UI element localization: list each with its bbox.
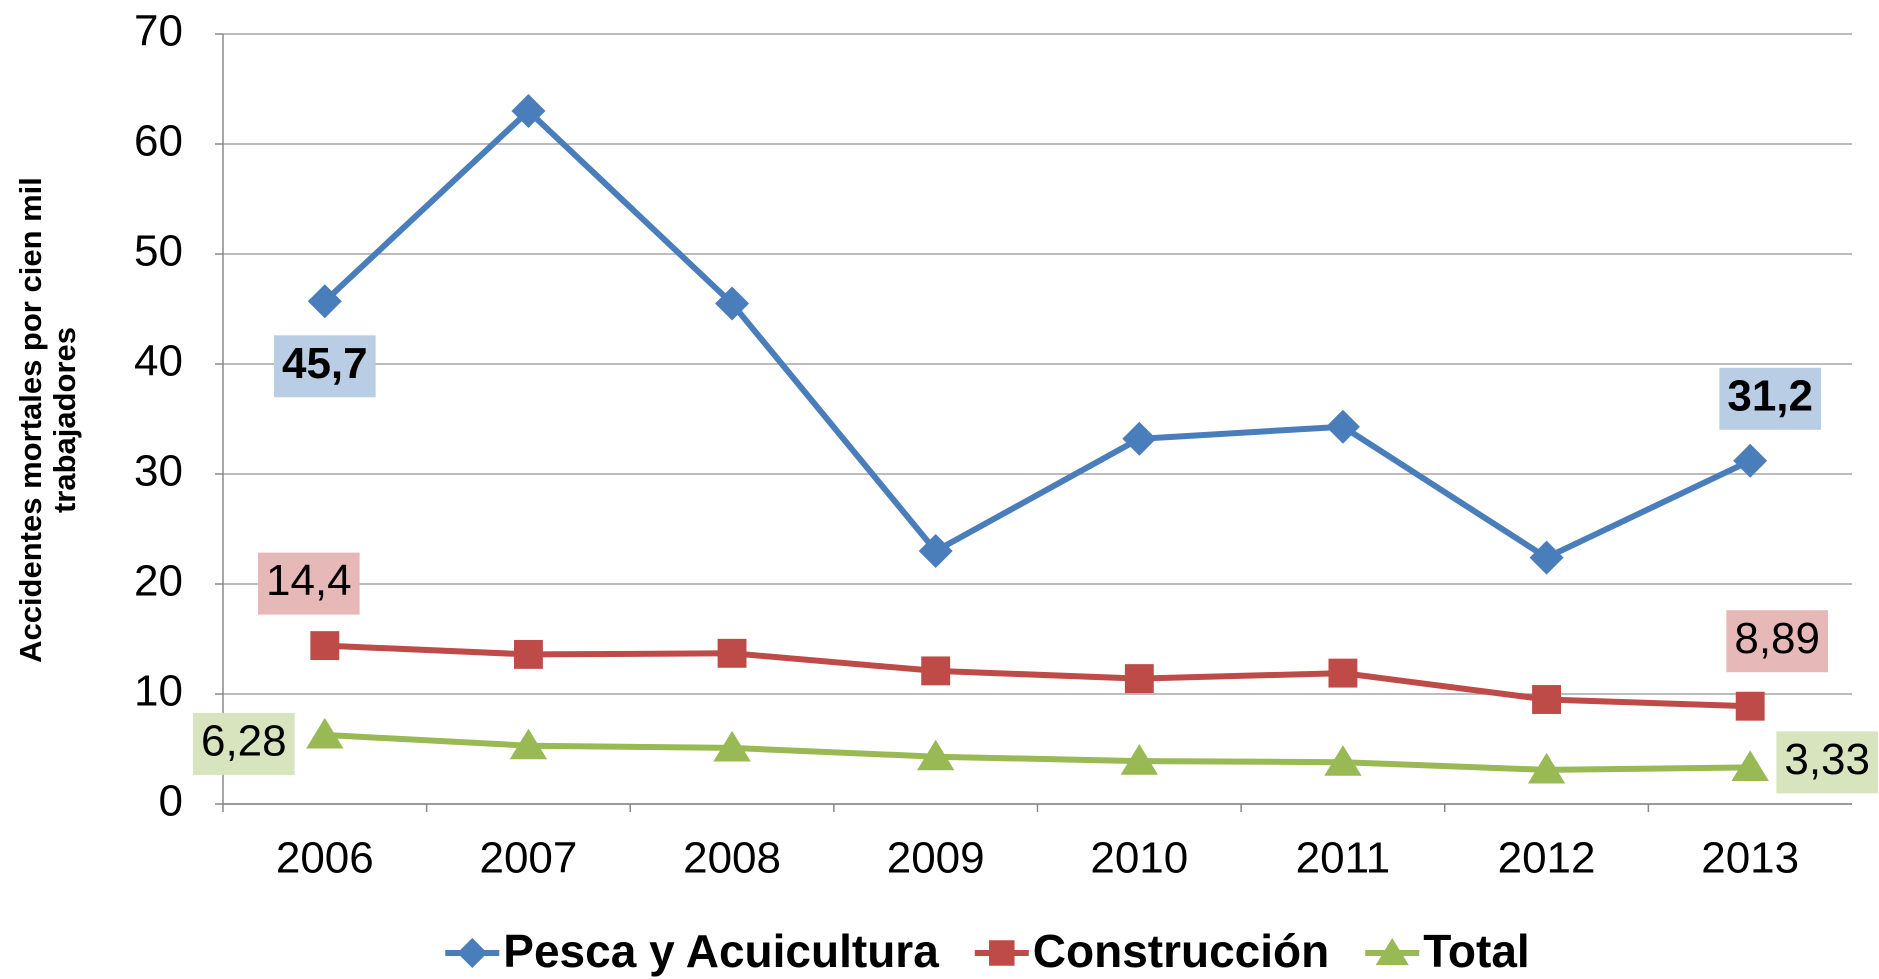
data-label: 6,28	[201, 717, 287, 766]
data-label-box	[1776, 731, 1879, 794]
legend-label: Construcción	[1033, 925, 1329, 977]
y-axis-label: Accidentes mortales por cien mil trabaja…	[13, 177, 82, 663]
data-label-box	[1719, 367, 1822, 430]
x-tick-label: 2007	[479, 834, 577, 883]
x-tick-label: 2006	[276, 834, 374, 883]
x-tick-label: 2011	[1296, 834, 1391, 883]
legend-item: Construcción	[974, 925, 1329, 977]
marker	[1733, 443, 1768, 478]
marker	[1731, 750, 1769, 781]
marker	[1532, 685, 1562, 714]
legend-label: Pesca y Acuicultura	[503, 925, 939, 977]
marker	[1324, 745, 1362, 776]
y-tick-label: 10	[134, 667, 183, 716]
data-label: 31,2	[1727, 371, 1813, 420]
data-label: 8,89	[1734, 614, 1820, 663]
marker	[989, 940, 1015, 966]
marker	[1529, 540, 1564, 575]
data-label-box	[257, 552, 360, 615]
marker	[306, 717, 344, 749]
marker	[1527, 752, 1566, 784]
marker	[918, 534, 953, 568]
marker	[717, 638, 747, 668]
marker	[916, 739, 955, 771]
y-tick-label: 40	[134, 337, 183, 386]
marker	[1375, 938, 1409, 965]
marker	[513, 639, 543, 669]
marker	[1120, 744, 1159, 775]
data-label: 45,7	[282, 339, 368, 388]
x-tick-label: 2008	[683, 834, 781, 883]
data-label-box	[273, 335, 376, 398]
legend-label: Total	[1423, 925, 1529, 977]
legend-item: Total	[1365, 925, 1530, 977]
x-tick-label: 2009	[887, 834, 985, 883]
marker	[1328, 658, 1358, 688]
y-tick-label: 30	[134, 447, 183, 496]
marker	[921, 656, 951, 686]
marker	[1325, 409, 1360, 444]
data-label: 14,4	[266, 556, 352, 605]
x-tick-label: 2013	[1701, 834, 1799, 883]
marker	[1735, 691, 1765, 721]
y-tick-label: 0	[159, 777, 183, 826]
marker	[457, 938, 488, 968]
series-line	[324, 731, 1751, 773]
data-label-box	[192, 712, 295, 775]
data-label-box	[1726, 610, 1829, 673]
x-tick-label: 2012	[1498, 834, 1596, 883]
marker	[511, 94, 546, 128]
x-tick-label: 2010	[1090, 834, 1188, 883]
marker	[1124, 664, 1154, 694]
marker	[310, 631, 340, 661]
marker	[1122, 421, 1157, 456]
y-tick-label: 50	[134, 227, 183, 276]
marker	[715, 286, 750, 321]
legend-item: Pesca y Acuicultura	[445, 925, 939, 977]
marker	[509, 728, 548, 760]
marker	[713, 730, 751, 762]
series-line	[324, 642, 1751, 710]
data-label: 3,33	[1784, 735, 1870, 784]
marker	[307, 284, 342, 319]
y-tick-label: 20	[134, 557, 183, 606]
y-tick-label: 60	[134, 117, 183, 166]
y-tick-label: 70	[134, 7, 183, 56]
series-line	[322, 108, 1752, 561]
